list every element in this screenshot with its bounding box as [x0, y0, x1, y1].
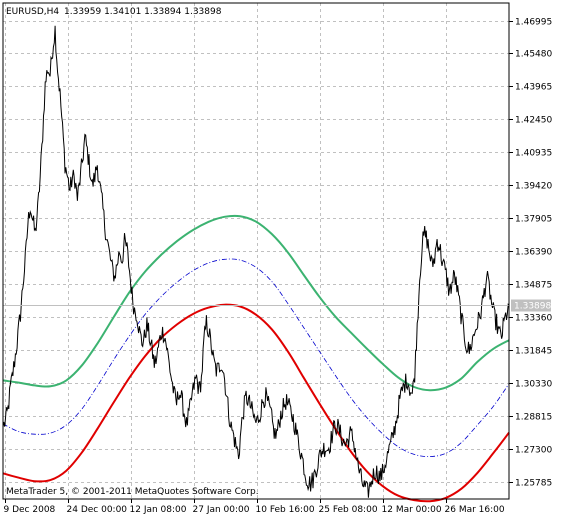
y-tick-label: 1.40935: [515, 149, 552, 159]
y-axis: 1.46995 1.45480 1.43965 1.42450 1.40935 1.394…: [509, 18, 552, 489]
copyright-label: MetaTrader 5, © 2001-2011 MetaQuotes Sof…: [6, 487, 259, 497]
y-tick-label: 1.25785: [515, 479, 552, 489]
y-tick-label: 1.27300: [515, 446, 552, 456]
y-tick-label: 1.34875: [515, 281, 552, 291]
y-tick-label: 1.31845: [515, 347, 552, 357]
y-tick-label: 1.30330: [515, 380, 552, 390]
x-tick-label: 27 Jan 00:00: [193, 505, 250, 515]
upper-band-line: [2, 214, 510, 392]
symbol-label: EURUSD,H4: [6, 7, 59, 17]
bands-layer: [2, 214, 510, 503]
last-price-label: 1.33898: [514, 302, 551, 312]
x-tick-label: 26 Mar 16:00: [445, 505, 505, 515]
x-tick-label: 12 Jan 08:00: [130, 505, 187, 515]
last-price-tag: [511, 299, 551, 312]
x-axis: 9 Dec 2008 24 Dec 00:00 12 Jan 08:00 27 Jan…: [4, 499, 505, 515]
quote-values: 1.33959 1.34101 1.33894 1.33898: [64, 7, 222, 17]
x-tick-label: 12 Mar 00:00: [382, 505, 442, 515]
y-tick-label: 1.42450: [515, 116, 552, 126]
lower-band-line: [2, 303, 510, 503]
y-tick-label: 1.37905: [515, 215, 552, 225]
grid-layer: [3, 3, 509, 499]
x-tick-label: 24 Dec 00:00: [67, 505, 128, 515]
x-tick-label: 25 Feb 08:00: [319, 505, 378, 515]
y-tick-label: 1.28815: [515, 413, 552, 423]
y-tick-label: 1.45480: [515, 50, 552, 60]
y-tick-label: 1.39420: [515, 182, 552, 192]
y-tick-label: 1.46995: [515, 18, 552, 28]
price-layer: [2, 25, 510, 498]
x-tick-label: 9 Dec 2008: [4, 505, 56, 515]
x-tick-label: 10 Feb 16:00: [256, 505, 315, 515]
y-tick-label: 1.43965: [515, 83, 552, 93]
y-tick-label: 1.33360: [515, 314, 552, 324]
price-line: [2, 25, 510, 498]
y-tick-label: 1.36390: [515, 248, 552, 258]
